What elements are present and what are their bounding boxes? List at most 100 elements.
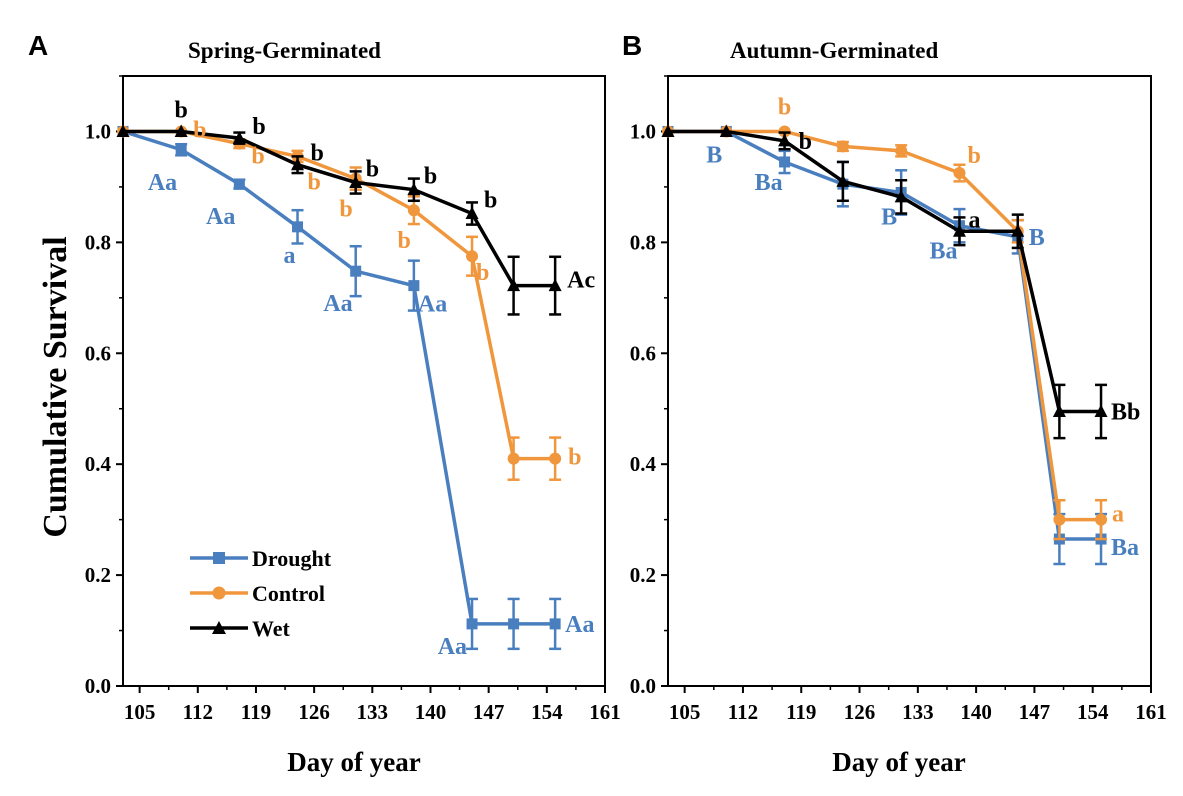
panel-b-control-point-131: [895, 144, 908, 157]
panel-a-x-tick-label-147: 147: [473, 700, 505, 724]
panel-b-annotation-drought-138: Ba: [929, 239, 957, 265]
panel-a-x-axis-label: Day of year: [287, 747, 420, 777]
panel-a-drought-point-155: [549, 618, 561, 630]
panel-a-wet-point-103: [116, 124, 130, 137]
legend-entry-drought: Drought: [190, 546, 332, 571]
legend-entry-wet: Wet: [190, 616, 291, 641]
panel-a-x-tick-label-126: 126: [298, 700, 330, 724]
panel-a-annotation-wet-145: b: [484, 188, 497, 214]
panel-b-annotation-control-155: a: [1112, 502, 1124, 528]
panel-b-y-tick-label-0.2: 0.2: [630, 563, 656, 587]
panel-a-drought-point-150: [508, 618, 520, 630]
panel-a-y-tick-label-1.0: 1.0: [85, 119, 111, 143]
panel-a-annotation-wet-131: b: [366, 156, 379, 182]
panel-a-wet-point-138: [407, 182, 421, 196]
panel-a-x-tick-label-112: 112: [183, 700, 213, 724]
panel-b-control-point-138: [953, 167, 966, 180]
panel-a-y-tick-label-0.2: 0.2: [85, 563, 111, 587]
panel-b-wet-point-138: [952, 224, 966, 237]
panel-a-y-tick-label-0.0: 0.0: [85, 674, 111, 698]
panel-a-drought-point-124: [292, 221, 304, 233]
panel-a-control-point-145: [466, 250, 479, 263]
panel-a-drought-point-117: [233, 178, 245, 190]
panel-b-x-tick-label-133: 133: [902, 700, 934, 724]
panel-a-control-point-138: [407, 204, 420, 217]
panel-b-annotation-drought-117: Ba: [755, 170, 783, 196]
panel-a-annotation-drought-110: Aa: [148, 170, 177, 196]
panel-a-annotation-drought-145: Aa: [438, 634, 467, 660]
panel-b-y-tick-label-0.0: 0.0: [630, 674, 656, 698]
panel-b-series-wet: [661, 124, 1108, 440]
panel-a-y-tick-label-0.4: 0.4: [85, 452, 112, 476]
legend-square-marker: [213, 552, 225, 564]
panel-b-x-tick-label-147: 147: [1019, 700, 1051, 724]
panel-b-annotation-wet-117: b: [799, 129, 812, 155]
panel-a-annotation-wet-124: b: [311, 141, 324, 167]
panel-a-control-point-150: [507, 452, 520, 465]
panel-b-wet-point-124: [836, 174, 850, 187]
panel-b-x-tick-label-161: 161: [1135, 700, 1167, 724]
panel-a-annotation-control-117: b: [251, 144, 264, 170]
panel-a-annotation-drought-124: a: [284, 243, 296, 269]
panel-a-annotation-control-138: b: [398, 228, 411, 254]
panel-a-drought-point-131: [350, 265, 362, 277]
panel-b-annotation-drought-131: B: [881, 204, 897, 230]
panel-a-annotation-wet-117: b: [252, 114, 265, 140]
panel-b-annotation-drought-155: Ba: [1111, 535, 1139, 561]
panel-b-annotation-drought-110: B: [706, 142, 722, 168]
panel-a-wet-point-124: [291, 157, 305, 171]
panel-b-x-tick-label-154: 154: [1077, 700, 1109, 724]
panel-a-x-tick-label-154: 154: [531, 700, 563, 724]
panel-a-title: Spring-Germinated: [188, 38, 381, 63]
legend-label-drought: Drought: [252, 546, 332, 571]
panel-b-x-tick-label-140: 140: [960, 700, 992, 724]
panel-b-annotation-control-117: b: [778, 94, 791, 120]
panel-b: B Autumn-Germinated Day of year 105 112 11…: [622, 30, 1167, 777]
panel-a-plot-frame: [122, 75, 606, 687]
panel-a-wet-point-150: [507, 278, 521, 292]
legend-circle-marker: [212, 586, 226, 600]
panel-a-annotation-wet-155: Ac: [567, 268, 595, 294]
panel-b-control-point-124: [836, 140, 849, 153]
panel-a-annotation-control-124: b: [308, 169, 321, 195]
panel-a-drought-point-145: [466, 618, 478, 630]
panel-a-annotation-control-110: b: [193, 117, 206, 143]
panel-a-annotation-drought-138: Aa: [418, 292, 447, 318]
panel-a-y-tick-label-0.8: 0.8: [85, 230, 111, 254]
panel-a-annotation-drought-131: Aa: [323, 291, 352, 317]
panel-a-drought-point-138: [408, 280, 420, 292]
panel-b-plot-frame: [667, 75, 1152, 687]
panel-b-control-point-155: [1095, 513, 1108, 526]
panel-a-x-tick-label-119: 119: [241, 700, 271, 724]
panel-a-wet-point-155: [548, 278, 562, 292]
panel-b-y-tick-label-0.6: 0.6: [630, 341, 656, 365]
panel-b-wet-point-117: [778, 133, 792, 147]
panel-a: A Spring-Germinated Day of year Drought …: [28, 30, 621, 777]
panel-a-x-tick-label-133: 133: [357, 700, 389, 724]
legend: Drought Control Wet: [190, 546, 332, 641]
legend-triangle-marker: [212, 621, 226, 634]
panel-a-wet-point-145: [465, 206, 479, 220]
panel-b-y-tick-label-0.4: 0.4: [630, 452, 657, 476]
panel-a-wet-point-117: [232, 131, 246, 144]
panel-a-control-point-155: [549, 452, 562, 465]
panel-b-x-tick-label-119: 119: [786, 700, 816, 724]
panel-b-wet-point-145: [1011, 224, 1025, 237]
panel-a-drought-point-110: [175, 144, 187, 156]
panel-b-wet-point-110: [719, 124, 733, 137]
panel-b-annotation-wet-138: a: [968, 207, 980, 233]
panel-b-annotation-control-138: b: [967, 143, 980, 169]
panel-b-wet-point-150: [1052, 404, 1066, 417]
panel-b-y-tick-label-1.0: 1.0: [630, 119, 656, 143]
panel-a-annotation-control-131: b: [339, 197, 352, 223]
panel-b-y-tick-label-0.8: 0.8: [630, 230, 656, 254]
panel-a-series-drought: [117, 125, 562, 651]
panel-letter-b: B: [622, 30, 642, 61]
panel-b-x-tick-label-112: 112: [728, 700, 758, 724]
panel-b-wet-point-131: [894, 189, 908, 203]
panel-a-annotation-control-145: b: [476, 260, 489, 286]
panel-b-annotation-drought-145: B: [1029, 225, 1045, 251]
panel-a-wet-point-131: [349, 175, 363, 188]
panel-a-annotation-wet-110: b: [174, 97, 187, 123]
